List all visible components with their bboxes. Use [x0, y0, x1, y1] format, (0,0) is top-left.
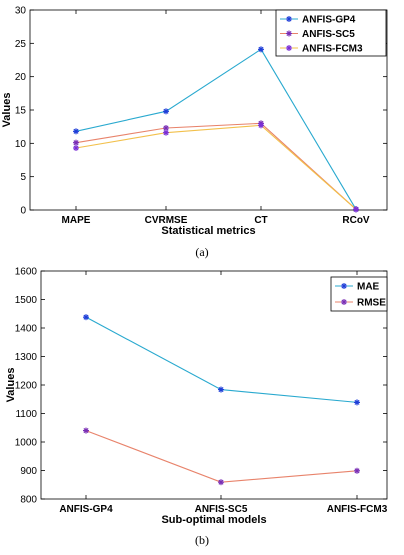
legend: ANFIS-GP4 ANFIS-SC5 ANFIS-FCM3	[275, 9, 387, 57]
x-axis-label: Sub-optimal models	[161, 514, 266, 526]
y-tick-label: 1500	[15, 295, 38, 306]
y-tick-label: 5	[20, 172, 26, 183]
x-tick-label: CVRMSE	[145, 215, 188, 226]
series-line-anfis-fcm3	[75, 124, 357, 210]
x-axis-label: Statistical metrics	[161, 225, 255, 237]
data-point	[73, 145, 79, 151]
legend-entry: ANFIS-GP4	[302, 15, 356, 26]
x-tick-label: ANFIS-SC5	[195, 504, 248, 515]
y-tick-label: 1600	[15, 267, 38, 278]
figure-caption: (b)	[195, 533, 209, 547]
legend-entry: RMSE	[357, 298, 386, 309]
y-axis-label: Values	[1, 93, 13, 128]
x-tick-label: ANFIS-FCM3	[327, 504, 388, 515]
series-line-anfis-gp4	[75, 48, 357, 210]
y-tick-label: 1000	[15, 438, 38, 449]
legend-entry: MAE	[357, 282, 380, 293]
data-point	[353, 206, 359, 213]
data-point	[163, 108, 169, 115]
x-tick-label: RCoV	[342, 215, 370, 226]
legend-marker	[341, 299, 347, 305]
series-line-anfis-sc5	[75, 122, 357, 210]
data-point	[354, 467, 360, 474]
legend: MAE RMSE	[330, 276, 388, 312]
figure-caption: (a)	[195, 245, 208, 259]
y-tick-label: 1200	[15, 381, 38, 392]
legend-marker	[286, 16, 292, 22]
y-tick-label: 1400	[15, 324, 38, 335]
legend-marker	[286, 45, 292, 51]
data-point	[73, 139, 79, 146]
y-tick-label: 10	[15, 139, 27, 150]
legend-marker	[286, 30, 292, 37]
y-tick-label: 1100	[15, 409, 37, 420]
x-tick-label: MAPE	[62, 215, 91, 226]
y-tick-label: 30	[15, 6, 27, 17]
data-point	[83, 427, 89, 434]
x-tick-label: ANFIS-GP4	[59, 504, 113, 515]
data-point	[258, 46, 264, 53]
legend-box	[330, 276, 388, 312]
y-tick-label: 800	[20, 495, 37, 506]
data-point	[258, 122, 264, 129]
data-point	[354, 399, 360, 406]
legend-entry: ANFIS-SC5	[302, 29, 355, 40]
data-point	[218, 479, 224, 486]
x-tick-label: CT	[254, 215, 267, 226]
y-axis-label: Values	[5, 368, 17, 403]
legend-marker	[341, 283, 347, 289]
series-line-rmse	[85, 430, 358, 483]
y-tick-label: 25	[15, 39, 27, 50]
y-tick-label: 15	[15, 106, 27, 117]
data-point	[73, 128, 79, 135]
y-tick-label: 900	[20, 466, 37, 477]
legend-entry: ANFIS-FCM3	[302, 44, 363, 55]
y-tick-label: 1300	[15, 352, 38, 363]
y-tick-label: 20	[15, 72, 27, 83]
chart-b: 800 900 1000 1100 1200 1300 1400 1500 1600 ANFIS-…	[5, 267, 388, 548]
data-point	[163, 129, 169, 136]
data-point	[83, 314, 89, 321]
data-point	[218, 386, 224, 393]
y-tick-label: 0	[20, 206, 26, 217]
